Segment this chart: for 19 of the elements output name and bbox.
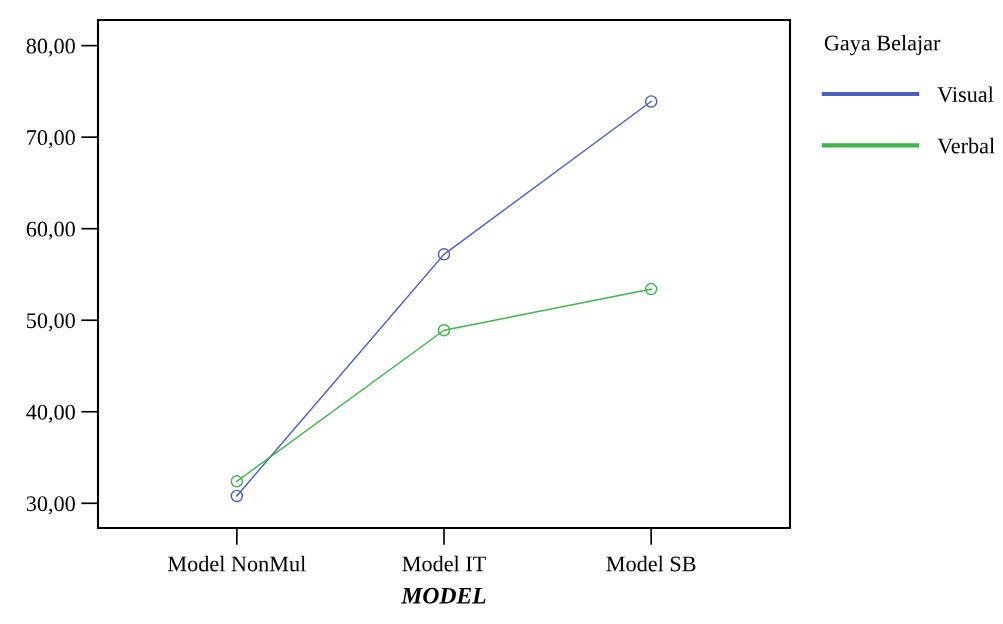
point xyxy=(644,95,658,108)
x-axis-title: MODEL xyxy=(401,587,486,604)
y-tick-label: 60,00 xyxy=(26,221,75,240)
y-tick-label: 70,00 xyxy=(27,130,75,149)
x-tick-label: Model NonMul xyxy=(168,555,306,572)
legend-title: Gaya Belajar xyxy=(824,34,941,56)
legend-label: Visual xyxy=(937,86,994,103)
point xyxy=(230,489,244,503)
legend-label: Verbal xyxy=(937,137,995,154)
point xyxy=(230,475,244,488)
point xyxy=(644,282,658,296)
x-tick-label: Model SB xyxy=(606,555,696,572)
point xyxy=(437,324,451,337)
point xyxy=(437,248,451,261)
y-tick-label: 50,00 xyxy=(27,313,75,332)
y-tick-label: 80,00 xyxy=(26,38,75,57)
x-tick-label: Model IT xyxy=(402,555,486,572)
y-tick-label: 40,00 xyxy=(26,404,75,423)
y-tick-label: 30,00 xyxy=(26,496,75,515)
